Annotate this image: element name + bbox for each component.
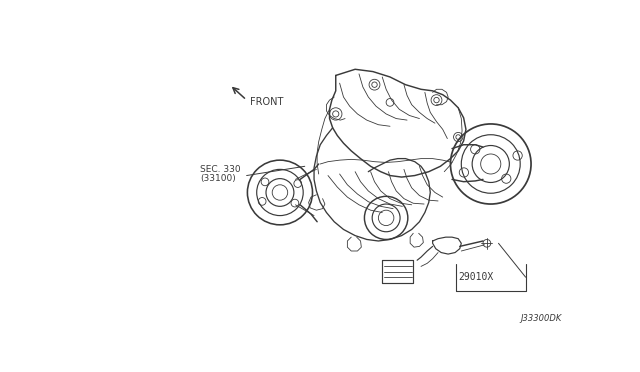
- Text: (33100): (33100): [200, 174, 236, 183]
- Text: SEC. 330: SEC. 330: [200, 165, 241, 174]
- Text: J33300DK: J33300DK: [521, 314, 562, 323]
- Text: 29010X: 29010X: [458, 272, 493, 282]
- Text: FRONT: FRONT: [250, 97, 283, 107]
